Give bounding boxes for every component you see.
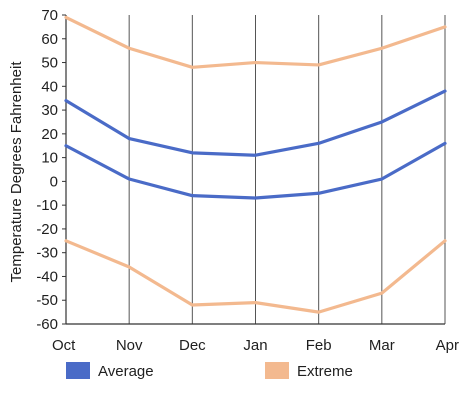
axis-layer <box>62 14 445 325</box>
y-tick-label: -30 <box>36 245 58 262</box>
x-tick-label-jan: Jan <box>243 337 267 354</box>
y-tick-label: 40 <box>41 78 58 95</box>
series-layer <box>64 15 447 314</box>
x-tick-label-mar: Mar <box>369 337 395 354</box>
y-tick-label: -60 <box>36 316 58 333</box>
y-tick-label: 10 <box>41 150 58 167</box>
x-tick-label-apr: Apr <box>436 337 459 354</box>
series-line-extreme-3 <box>64 239 447 314</box>
legend-swatch-average <box>66 362 90 379</box>
y-tick-label: 20 <box>41 126 58 143</box>
y-axis-title: Temperature Degrees Fahrenheit <box>8 61 25 283</box>
y-tick-label: -40 <box>36 268 58 285</box>
y-tick-label: 30 <box>41 102 58 119</box>
x-tick-label-nov: Nov <box>116 337 143 354</box>
legend: Average Extreme <box>66 362 353 380</box>
series-line-average-1 <box>64 141 447 200</box>
x-tick-label-oct: Oct <box>52 337 76 354</box>
y-tick-label: 70 <box>41 7 58 24</box>
x-tick-label-feb: Feb <box>306 337 332 354</box>
legend-label-average: Average <box>98 363 154 380</box>
series-line-extreme-2 <box>64 15 447 69</box>
legend-label-extreme: Extreme <box>297 363 353 380</box>
y-tick-label: -10 <box>36 197 58 214</box>
x-tick-labels: Oct Nov Dec Jan Feb Mar Apr <box>52 337 459 354</box>
y-tick-label: -50 <box>36 292 58 309</box>
legend-swatch-extreme <box>265 362 289 379</box>
y-tick-label: 0 <box>50 173 58 190</box>
y-tick-label: -20 <box>36 221 58 238</box>
y-tick-label: 60 <box>41 31 58 48</box>
series-line-average-0 <box>64 89 447 157</box>
y-tick-labels: 70 60 50 40 30 20 10 0 -10 -20 -30 -40 -50 -60 <box>36 7 58 333</box>
x-tick-label-dec: Dec <box>179 337 206 354</box>
y-tick-label: 50 <box>41 55 58 72</box>
